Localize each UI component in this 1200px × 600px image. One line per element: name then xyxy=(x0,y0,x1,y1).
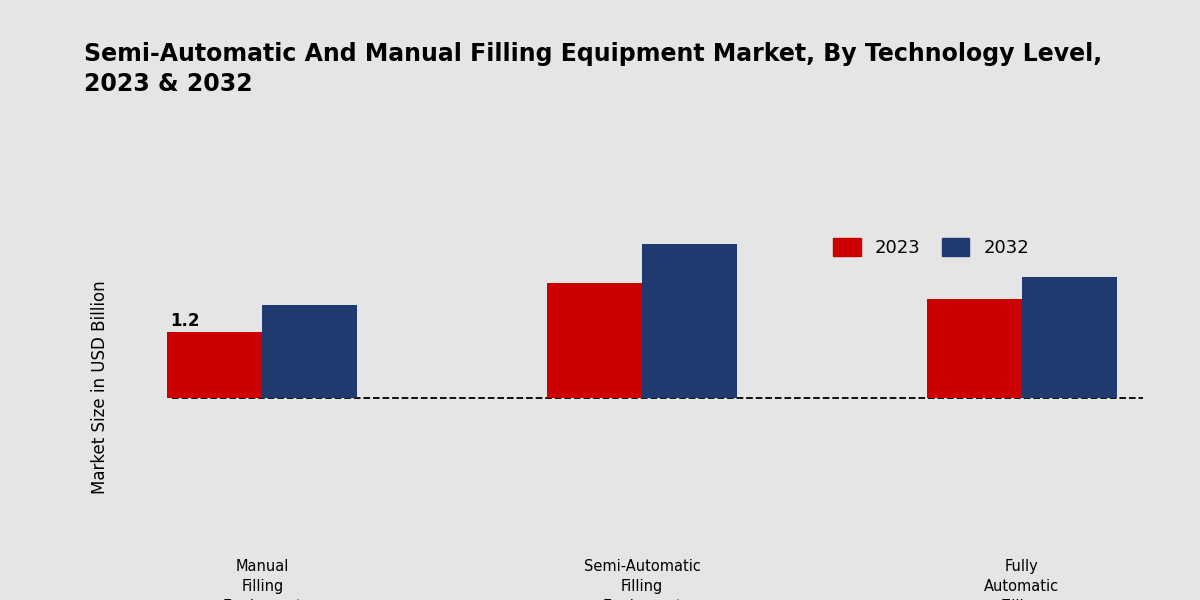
Legend: 2023, 2032: 2023, 2032 xyxy=(834,238,1030,257)
Y-axis label: Market Size in USD Billion: Market Size in USD Billion xyxy=(91,280,109,494)
Bar xyxy=(168,332,263,398)
Bar xyxy=(263,304,358,398)
Bar xyxy=(547,283,642,398)
Text: Semi-Automatic And Manual Filling Equipment Market, By Technology Level,
2023 & : Semi-Automatic And Manual Filling Equipm… xyxy=(84,42,1102,95)
Bar xyxy=(926,299,1021,398)
Bar xyxy=(642,244,737,398)
Bar xyxy=(1021,277,1116,398)
Text: 1.2: 1.2 xyxy=(170,312,199,330)
